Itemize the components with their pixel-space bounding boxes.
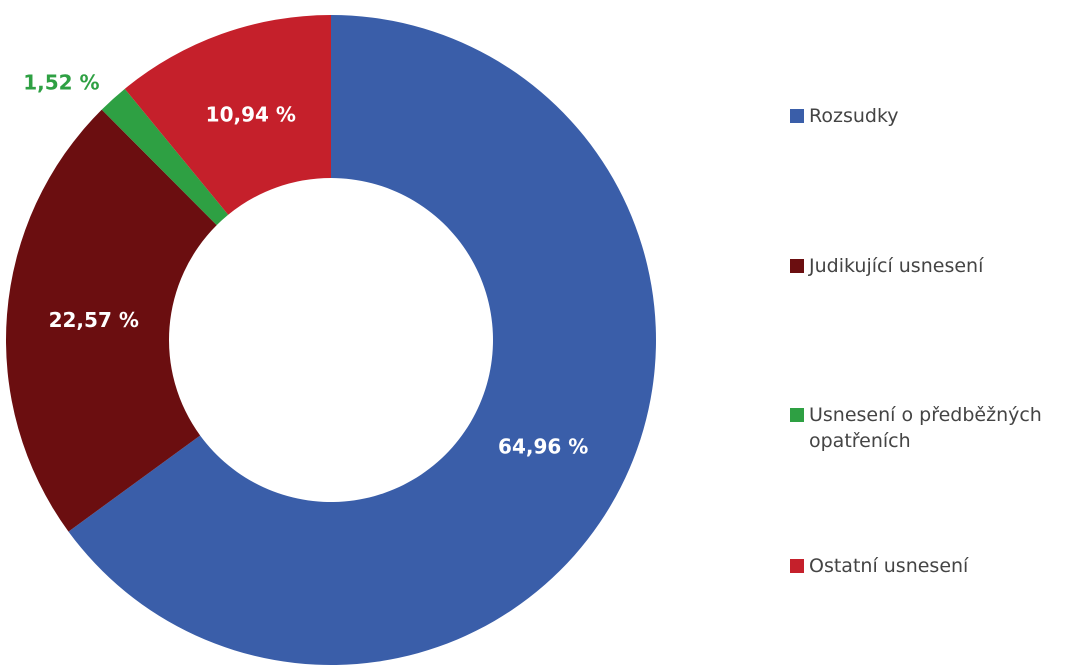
legend-item: Judikující usnesení — [790, 253, 1060, 279]
legend-item: Rozsudky — [790, 103, 1060, 129]
chart: 64,96 % 22,57 % 1,52 % 10,94 % — [6, 15, 657, 666]
legend-label: Ostatní usnesení — [809, 555, 969, 577]
legend-swatch — [790, 109, 804, 123]
data-label: 64,96 % — [498, 434, 588, 458]
legend-item: Usnesení o předběžných opatřeních — [790, 402, 1060, 454]
legend-label: Rozsudky — [809, 105, 899, 127]
legend-label: Judikující usnesení — [809, 255, 984, 277]
data-label: 10,94 % — [206, 102, 296, 126]
slice — [101, 88, 229, 226]
legend-swatch — [790, 559, 804, 573]
slice — [124, 15, 331, 215]
slice — [68, 15, 657, 666]
legend-item: Ostatní usnesení — [790, 553, 1060, 579]
slice — [6, 109, 217, 532]
legend-swatch — [790, 408, 804, 422]
data-label: 22,57 % — [49, 308, 139, 332]
legend-label: Usnesení o předběžných opatřeních — [809, 404, 1042, 452]
legend-swatch — [790, 259, 804, 273]
data-label: 1,52 % — [23, 71, 99, 95]
